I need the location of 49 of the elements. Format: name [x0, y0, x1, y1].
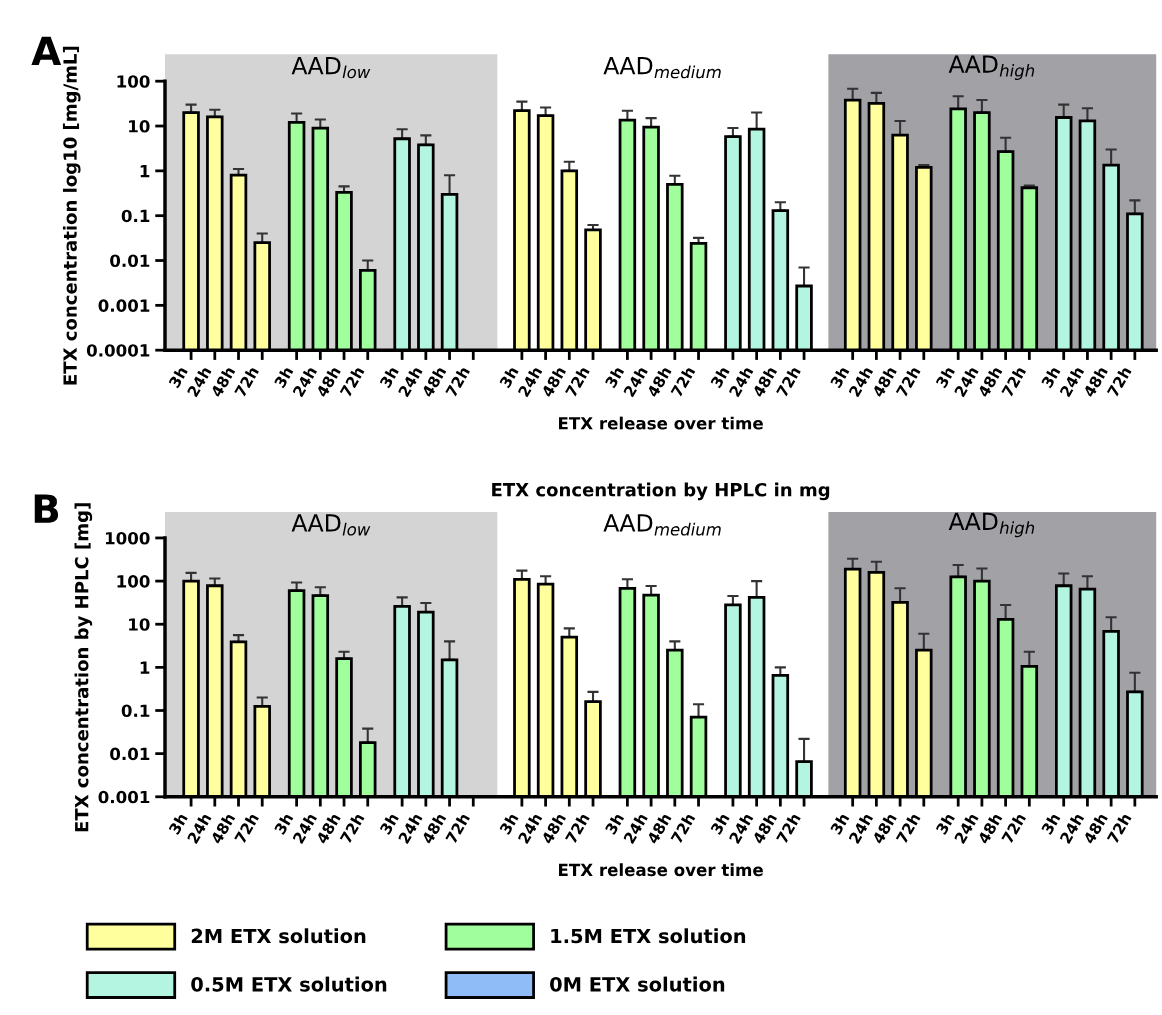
x-tick-label: 3h: [829, 365, 850, 389]
x-tick-label: 3h: [709, 365, 730, 389]
x-axis-title: ETX release over time: [559, 863, 763, 877]
text: AAD$_{high}$: [948, 512, 1035, 538]
y-tick-label: 1: [140, 165, 150, 178]
text: AAD$_{low}$: [291, 57, 371, 79]
y-tick-label: 0.0001: [86, 344, 150, 357]
x-tick-label: 3h: [498, 365, 519, 389]
y-tick-label: 0.01: [110, 254, 150, 268]
text: B: [34, 494, 59, 523]
x-tick-label: 3h: [935, 365, 956, 389]
text: A: [31, 36, 62, 66]
x-tick-label: 3h: [709, 812, 730, 836]
x-tick-label: 3h: [168, 812, 188, 836]
chart-title: ETX concentration by HPLC in mg: [492, 482, 830, 501]
x-tick-label: 3h: [379, 365, 399, 389]
x-tick-label: 3h: [1040, 812, 1061, 836]
y-tick-label: 0.1: [121, 704, 150, 718]
y-axis-title: ETX concentration log10 [mg/mL]: [62, 46, 81, 385]
x-tick-label: 3h: [935, 812, 956, 836]
x-tick-label: 3h: [168, 365, 188, 389]
y-tick-label: 1: [140, 661, 150, 674]
x-tick-label: 3h: [273, 812, 294, 836]
x-tick-label: 3h: [273, 365, 294, 389]
x-tick-label: 3h: [379, 812, 399, 836]
y-axis-title: ETX concentration by HPLC [mg]: [74, 503, 93, 832]
text: AAD$_{high}$: [948, 55, 1035, 80]
x-tick-label: 3h: [1040, 365, 1061, 389]
y-tick-label: 10: [129, 618, 150, 631]
x-axis-title: ETX release over time: [559, 416, 763, 430]
x-tick-label: 3h: [498, 812, 519, 836]
y-tick-label: 100: [117, 575, 150, 588]
y-tick-label: 100: [117, 75, 150, 88]
text: AAD$_{low}$: [291, 514, 371, 536]
y-tick-label: 1000: [105, 531, 150, 545]
y-tick-label: 10: [129, 119, 150, 133]
y-tick-label: 0.001: [98, 299, 150, 312]
legend-label: 0M ETX solution: [550, 976, 725, 992]
x-tick-label: 3h: [604, 812, 625, 836]
x-tick-label: 3h: [604, 365, 625, 389]
x-tick-label: 3h: [829, 812, 850, 836]
text: AAD$_{medium}$: [603, 57, 721, 79]
y-tick-label: 0.001: [98, 790, 150, 804]
y-tick-label: 0.1: [121, 209, 150, 223]
legend-label: 0.5M ETX solution: [191, 976, 387, 992]
legend-label: 1.5M ETX solution: [551, 928, 746, 944]
text: AAD$_{medium}$: [603, 514, 721, 536]
legend-label: 2M ETX solution: [191, 928, 366, 944]
y-tick-label: 0.01: [110, 747, 150, 761]
